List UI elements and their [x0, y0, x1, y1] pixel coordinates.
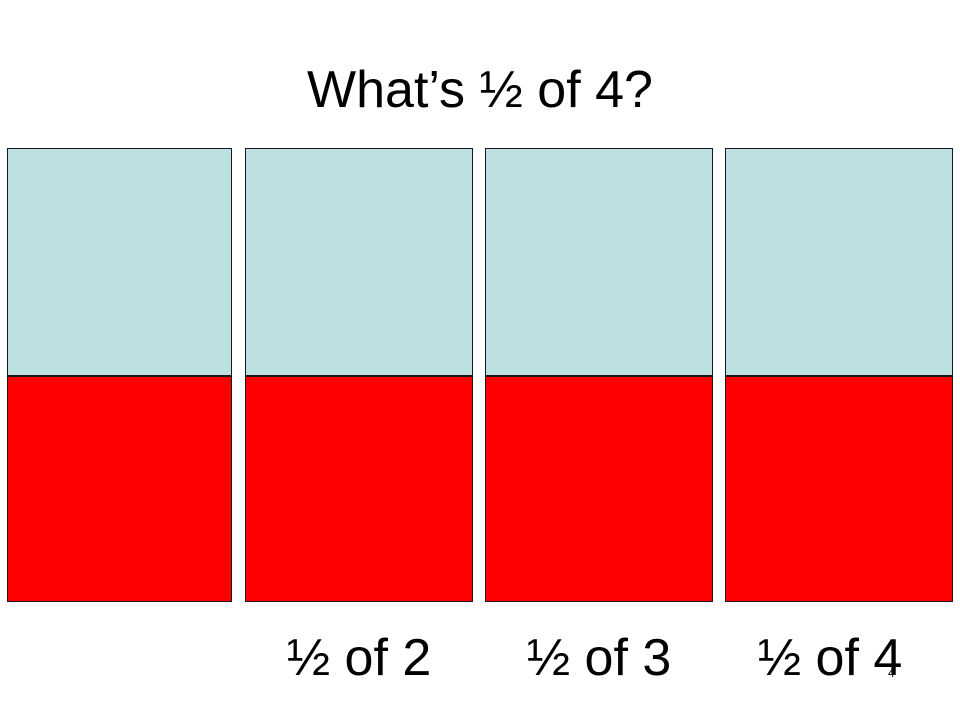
- column-3-top-half: [485, 148, 713, 376]
- column-2-label: ½ of 2: [286, 629, 432, 687]
- column-4-label: ½ of 4: [757, 629, 903, 687]
- column-2-top-half: [245, 148, 473, 376]
- column-1-top-half: [7, 148, 232, 376]
- column-3-bottom-half: [485, 376, 713, 602]
- column-4-bottom-half: [725, 376, 953, 602]
- column-2-bottom-half: [245, 376, 473, 602]
- slide-title: What’s ½ of 4?: [307, 61, 653, 119]
- column-1-bottom-half: [7, 376, 232, 602]
- slide-number: 4: [888, 666, 895, 680]
- column-4-top-half: [725, 148, 953, 376]
- column-3-label: ½ of 3: [526, 629, 672, 687]
